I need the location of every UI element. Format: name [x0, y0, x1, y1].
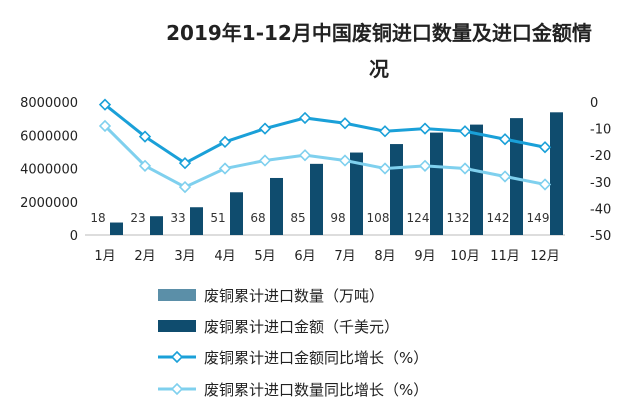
legend-swatch-marker	[170, 350, 184, 364]
line-amount-yoy	[104, 103, 546, 165]
point-quantity-yoy	[418, 159, 432, 172]
data-label-quantity: 132	[447, 211, 470, 225]
x-tick-label: 10月	[450, 249, 480, 264]
x-tick-label: 9月	[414, 249, 435, 264]
legend-swatch-marker	[170, 382, 184, 396]
y-right-tick-label: -50	[590, 229, 611, 244]
point-amount-yoy	[138, 130, 152, 143]
point-quantity-yoy	[258, 154, 272, 167]
data-label-quantity: 23	[130, 211, 145, 225]
x-tick-label: 5月	[254, 249, 275, 264]
point-quantity-yoy	[378, 162, 392, 175]
data-label-quantity: 124	[407, 211, 430, 225]
y-right-tick-label: -30	[590, 176, 611, 191]
x-tick-label: 3月	[174, 249, 195, 264]
x-tick-label: 2月	[134, 249, 155, 264]
point-amount-yoy	[458, 125, 472, 138]
y-left-tick-label: 4000000	[20, 163, 78, 178]
bar-amount	[190, 207, 203, 235]
x-tick-label: 8月	[374, 249, 395, 264]
legend: 废铜累计进口数量（万吨） 废铜累计进口金额（千美元） 废铜累计进口金额同比增长（%）…	[158, 287, 428, 399]
x-tick-label: 11月	[490, 249, 520, 264]
data-label-quantity: 68	[250, 211, 265, 225]
legend-swatch-bar	[158, 289, 196, 301]
y-right-tick-label: -20	[590, 149, 611, 164]
plot-area: 8000000 6000000 4000000 2000000 0 0 -10 -20 -30 -…	[20, 96, 611, 264]
bar-amount	[470, 124, 483, 235]
point-amount-yoy	[538, 141, 552, 154]
point-quantity-yoy	[498, 170, 512, 183]
data-label-quantity: 18	[90, 211, 105, 225]
point-quantity-yoy	[458, 162, 472, 175]
point-amount-yoy	[98, 98, 112, 111]
point-amount-yoy	[298, 111, 312, 125]
y-left-tick-label: 0	[70, 229, 78, 244]
line-quantity-yoy	[103, 124, 546, 189]
data-label-quantity: 98	[330, 211, 345, 225]
point-quantity-yoy	[178, 180, 192, 194]
y-left-tick-label: 6000000	[20, 129, 78, 144]
x-tick-label: 4月	[214, 249, 235, 264]
legend-label: 废铜累计进口数量（万吨）	[204, 287, 384, 305]
x-tick-label: 6月	[294, 249, 315, 264]
point-quantity-yoy	[538, 178, 552, 191]
point-amount-yoy	[178, 157, 192, 170]
point-quantity-yoy	[218, 162, 232, 175]
y-left-tick-label: 8000000	[20, 96, 78, 111]
y-right-tick-label: -10	[590, 123, 611, 138]
x-tick-label: 1月	[94, 249, 115, 264]
legend-swatch-bar	[158, 320, 196, 332]
chart-title-line-2: 况	[369, 57, 389, 81]
bar-amount	[150, 216, 163, 235]
bar-amount	[110, 222, 123, 235]
y-right-tick-label: 0	[590, 96, 598, 111]
data-label-quantity: 149	[527, 211, 550, 225]
bar-amount	[390, 144, 403, 235]
point-quantity-yoy	[98, 119, 112, 133]
x-tick-label: 7月	[334, 249, 355, 264]
bar-amount	[310, 163, 323, 235]
data-label-quantity: 51	[210, 211, 225, 225]
bar-amount	[230, 192, 243, 235]
data-label-quantity: 108	[367, 211, 390, 225]
data-label-quantity: 85	[290, 211, 305, 225]
point-amount-yoy	[378, 125, 392, 138]
bar-amount	[430, 132, 443, 235]
data-label-quantity: 33	[170, 211, 185, 225]
point-amount-yoy	[418, 122, 432, 135]
bar-amount	[350, 152, 363, 235]
bar-amount	[270, 177, 283, 235]
x-tick-label: 12月	[530, 249, 560, 264]
y-left-tick-label: 2000000	[20, 196, 78, 211]
chart-title-line-1: 2019年1-12月中国废铜进口数量及进口金额情	[166, 21, 592, 45]
legend-label: 废铜累计进口金额同比增长（%）	[204, 349, 428, 367]
point-amount-yoy	[258, 122, 272, 135]
point-quantity-yoy	[138, 159, 152, 172]
point-quantity-yoy	[298, 149, 312, 162]
point-quantity-yoy	[338, 154, 352, 167]
point-amount-yoy	[498, 133, 512, 146]
point-amount-yoy	[338, 117, 352, 130]
bar-amount	[510, 118, 523, 235]
data-label-quantity: 142	[487, 211, 510, 225]
y-right-tick-label: -40	[590, 202, 611, 217]
bar-amount	[550, 112, 563, 235]
legend-label: 废铜累计进口数量同比增长（%）	[204, 381, 428, 399]
point-amount-yoy	[218, 135, 232, 149]
legend-label: 废铜累计进口金额（千美元）	[204, 318, 399, 336]
